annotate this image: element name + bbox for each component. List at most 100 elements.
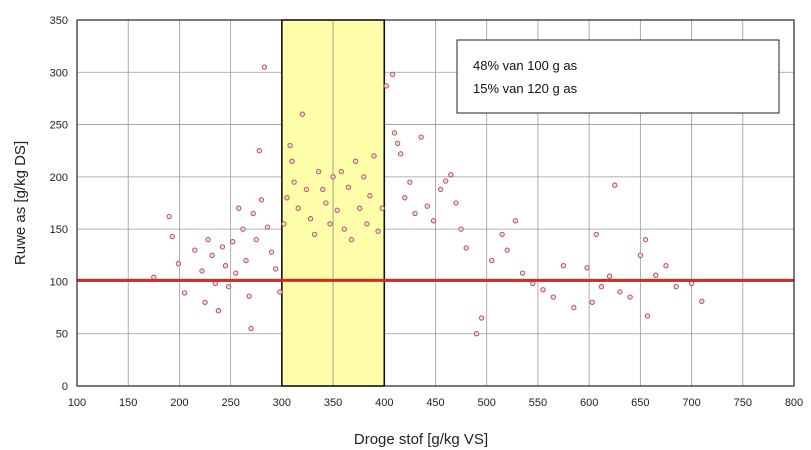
- data-point: [383, 83, 389, 89]
- data-point: [248, 325, 254, 332]
- data-point: [334, 207, 340, 213]
- data-point: [253, 236, 259, 243]
- x-tick-label: 200: [170, 397, 188, 409]
- data-point: [499, 231, 505, 238]
- annotation-box: 48% van 100 g as 15% van 120 g as: [456, 39, 780, 114]
- data-point: [345, 184, 352, 190]
- x-axis-title: Droge stof [g/kg VS]: [354, 431, 488, 448]
- x-tick-label: 700: [682, 397, 700, 409]
- data-point: [338, 168, 344, 175]
- data-point: [250, 210, 256, 217]
- data-point: [598, 284, 605, 290]
- data-point: [606, 273, 613, 279]
- data-point: [389, 71, 396, 78]
- data-point: [673, 284, 679, 290]
- data-point: [402, 195, 408, 201]
- data-point: [443, 178, 449, 184]
- data-point: [273, 266, 279, 272]
- x-tick-label: 650: [631, 397, 649, 409]
- data-point: [348, 236, 355, 243]
- data-point: [258, 197, 265, 203]
- data-points: [151, 64, 705, 337]
- data-point: [412, 210, 418, 217]
- data-point: [192, 247, 198, 253]
- data-point: [375, 228, 381, 234]
- data-point: [205, 236, 211, 243]
- data-point: [644, 313, 651, 319]
- data-point: [367, 193, 373, 199]
- data-point: [202, 299, 208, 305]
- data-point: [424, 203, 430, 209]
- data-point: [394, 140, 401, 147]
- data-point: [512, 218, 519, 224]
- data-point: [463, 245, 469, 251]
- data-point: [225, 284, 232, 290]
- data-point: [236, 205, 242, 211]
- data-point: [642, 236, 649, 243]
- data-point: [699, 298, 705, 304]
- data-point: [264, 224, 271, 230]
- data-point: [379, 205, 385, 211]
- y-tick-label: 250: [50, 120, 68, 132]
- data-point: [530, 280, 536, 287]
- data-point: [299, 111, 305, 117]
- x-tick-label: 150: [119, 397, 137, 409]
- x-tick-label: 400: [375, 397, 393, 409]
- data-point: [246, 293, 252, 299]
- data-point: [169, 233, 175, 240]
- y-tick-labels: 0 50 100 150 200 250 300 350: [50, 15, 68, 393]
- x-tick-label: 100: [68, 397, 86, 409]
- data-point: [571, 304, 577, 311]
- data-point: [284, 195, 290, 201]
- data-point: [364, 221, 370, 227]
- data-point: [584, 265, 590, 271]
- data-point: [519, 270, 526, 276]
- data-point: [303, 186, 310, 193]
- x-tick-label: 500: [478, 397, 496, 409]
- data-point: [612, 182, 618, 188]
- data-point: [617, 289, 623, 295]
- data-point: [323, 200, 329, 206]
- y-tick-label: 150: [50, 224, 68, 236]
- data-point: [430, 218, 437, 224]
- y-tick-label: 0: [62, 381, 68, 393]
- data-point: [637, 252, 644, 258]
- x-tick-label: 300: [273, 397, 291, 409]
- data-point: [287, 142, 293, 149]
- data-point: [256, 148, 262, 154]
- data-point: [418, 134, 424, 140]
- x-tick-label: 550: [529, 397, 547, 409]
- data-point: [175, 261, 182, 267]
- data-point: [560, 263, 567, 269]
- data-point: [151, 274, 157, 280]
- x-tick-labels: 100 150 200 250 300 350 400 450 500 550 600 650 700 7…: [68, 397, 803, 409]
- data-point: [222, 263, 229, 269]
- data-point: [453, 200, 459, 206]
- data-point: [473, 331, 480, 337]
- data-point: [489, 257, 495, 264]
- data-point: [209, 252, 215, 258]
- data-point: [352, 158, 359, 164]
- data-point: [327, 221, 333, 227]
- y-tick-label: 50: [56, 329, 68, 341]
- data-point: [199, 268, 205, 274]
- data-point: [341, 226, 347, 232]
- x-tick-label: 450: [426, 397, 444, 409]
- data-point: [688, 280, 695, 287]
- data-point: [540, 287, 546, 293]
- data-point: [448, 172, 454, 178]
- data-point: [311, 231, 318, 238]
- x-tick-label: 800: [785, 397, 803, 409]
- data-point: [550, 294, 556, 300]
- data-point: [295, 205, 301, 211]
- data-point: [307, 216, 314, 222]
- data-point: [391, 130, 398, 136]
- y-axis-title: Ruwe as [g/kg DS]: [12, 141, 29, 265]
- y-tick-label: 200: [50, 172, 68, 184]
- data-point: [230, 239, 236, 245]
- y-tick-label: 300: [50, 67, 68, 79]
- annotation-line-1: 48% van 100 g as: [473, 58, 578, 73]
- data-point: [277, 289, 283, 295]
- x-tick-label: 600: [580, 397, 598, 409]
- data-point: [398, 151, 404, 157]
